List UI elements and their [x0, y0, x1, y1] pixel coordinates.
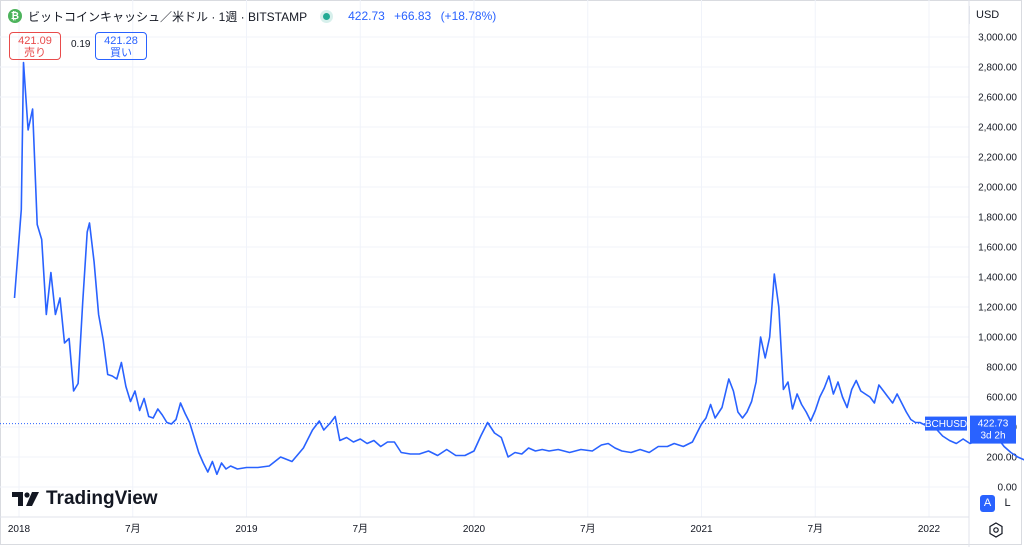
- tradingview-logo-text: TradingView: [46, 488, 158, 509]
- last-price-symbol-bg: [925, 416, 967, 431]
- market-open-dot: [323, 12, 331, 20]
- buy-label: 買い: [110, 47, 132, 59]
- x-tick-label: 7月: [807, 523, 823, 535]
- tradingview-logo[interactable]: TradingView: [12, 488, 158, 510]
- y-tick-label: 0.00: [998, 483, 1018, 494]
- last-price-symbol: BCHUSD: [925, 419, 967, 430]
- x-axis-ticks: 20187月20197月20207月20217月20227月20237月2024…: [8, 523, 941, 535]
- last-price-countdown: 3d 2h: [980, 431, 1005, 442]
- spread-value: 0.19: [71, 39, 91, 50]
- auto-scale-button[interactable]: A: [980, 495, 995, 512]
- last-price: 422.73: [348, 9, 385, 23]
- currency-selector[interactable]: USD: [969, 6, 1024, 24]
- price-change-percent: (+18.78%): [440, 9, 497, 23]
- symbol-header: ₿ ビットコインキャッシュ／米ドル · 1週 · BITSTAMP 422.73…: [8, 6, 502, 26]
- x-tick-label: 7月: [352, 523, 368, 535]
- price-change: +66.83: [394, 9, 432, 23]
- last-price-value-bg: [970, 415, 1016, 444]
- bitcoin-cash-icon[interactable]: ₿: [8, 9, 22, 23]
- x-tick-label: 7月: [580, 523, 596, 535]
- y-tick-label: 1,000.00: [978, 333, 1017, 344]
- sell-button[interactable]: 421.09 売り: [9, 32, 61, 60]
- x-tick-label: 2020: [463, 524, 486, 535]
- tradingview-logo-icon: [12, 492, 39, 506]
- buy-price: 421.28: [104, 35, 138, 47]
- last-price-value: 422.73: [978, 419, 1009, 430]
- y-tick-label: 3,000.00: [978, 33, 1017, 44]
- price-series-line: [13, 61, 1024, 476]
- sell-label: 売り: [24, 47, 46, 59]
- y-tick-label: 1,200.00: [978, 303, 1017, 314]
- y-tick-label: 800.00: [986, 363, 1017, 374]
- y-tick-label: 1,400.00: [978, 273, 1017, 284]
- y-tick-label: 2,600.00: [978, 93, 1017, 104]
- y-tick-label: 1,800.00: [978, 213, 1017, 224]
- y-tick-label: 2,000.00: [978, 183, 1017, 194]
- x-tick-label: 2022: [918, 524, 941, 535]
- y-tick-label: 2,200.00: [978, 153, 1017, 164]
- x-tick-label: 2018: [8, 524, 31, 535]
- symbol-title[interactable]: ビットコインキャッシュ／米ドル · 1週 · BITSTAMP: [28, 9, 308, 24]
- x-tick-label: 2021: [690, 524, 713, 535]
- y-tick-label: 2,400.00: [978, 123, 1017, 134]
- y-tick-label: 600.00: [986, 393, 1017, 404]
- log-scale-button[interactable]: L: [1004, 497, 1011, 509]
- y-tick-label: 200.00: [986, 453, 1017, 464]
- y-tick-label: 1,600.00: [978, 243, 1017, 254]
- grid: [0, 0, 969, 517]
- gear-icon[interactable]: [988, 522, 1004, 538]
- price-quote: 422.73 +66.83 (+18.78%): [348, 9, 502, 23]
- x-tick-label: 2019: [235, 524, 258, 535]
- x-tick-label: 7月: [125, 523, 141, 535]
- buy-button[interactable]: 421.28 買い: [95, 32, 147, 60]
- y-axis-ticks: 3,000.00 2,800.00 2,600.00 2,400.00 2,200.00…: [978, 33, 1017, 494]
- y-tick-label: 2,800.00: [978, 63, 1017, 74]
- sell-price: 421.09: [18, 35, 52, 47]
- last-price-tag: BCHUSD 422.73 3d 2h: [925, 415, 1016, 444]
